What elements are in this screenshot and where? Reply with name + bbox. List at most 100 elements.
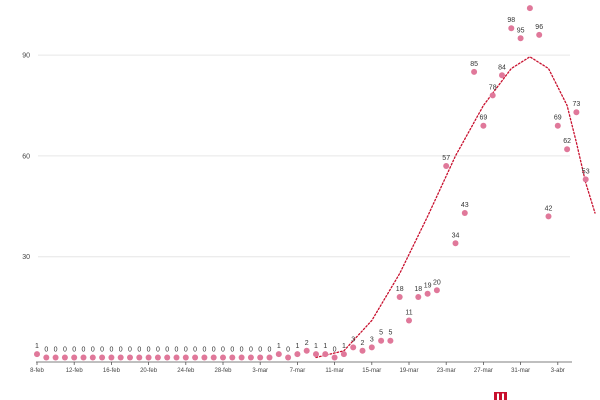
data-label: 0 [240,347,244,354]
data-point [536,31,543,38]
data-label: 0 [268,347,272,354]
data-point [61,354,68,361]
data-point [424,290,431,297]
x-tick-label: 12-feb [66,368,84,374]
data-label: 0 [119,347,123,354]
data-point [182,354,189,361]
data-point [80,354,87,361]
data-point [406,317,412,324]
data-point [71,354,78,361]
data-point [526,5,533,12]
data-label: 42 [545,205,553,212]
data-point [303,347,310,354]
data-label: 69 [554,115,562,122]
data-point [396,294,403,300]
newspaper-logo-icon [494,392,507,400]
data-point [582,176,589,183]
data-label: 1 [323,343,327,350]
data-label: 1 [277,343,281,350]
x-tick-label: 11-mar [325,368,344,374]
data-label: 5 [388,330,392,337]
data-label: 3 [351,336,355,343]
x-tick-label: 28-feb [214,368,232,374]
x-tick-label: 31-mar [511,368,530,374]
data-label: 0 [212,347,216,354]
data-label: 0 [156,347,160,354]
data-point [266,354,273,361]
data-point [247,354,254,361]
data-point [415,294,422,300]
y-tick-label: 90 [22,53,30,60]
data-point [89,354,96,361]
data-point [480,122,487,129]
data-label: 0 [44,347,48,354]
data-labels: 1 0 0 0 0 0 0 0 0 0 0 0 0 0 0 0 0 0 0 0 0 0 0 0 0 0 1 0 1 2 1 1 0 13 2 35 51… [35,17,590,353]
data-label: 0 [258,347,262,354]
data-label: 0 [147,347,151,354]
data-label: 34 [452,232,460,239]
x-tick-label: 3-mar [252,368,268,374]
data-point [285,354,292,361]
data-label: 0 [184,347,188,354]
data-point [378,337,385,344]
data-label: 85 [470,61,478,68]
data-point [238,354,245,361]
data-point [43,354,50,361]
x-tick-label: 27-mar [474,368,493,374]
data-label: 0 [286,347,290,354]
data-label: 0 [202,347,206,354]
data-label: 0 [100,347,104,354]
data-point [34,351,40,358]
data-label: 0 [193,347,197,354]
data-label: 19 [424,283,432,290]
data-point [461,210,468,216]
x-tick-label: 23-mar [437,368,456,374]
y-tick-label: 30 [22,254,30,261]
data-label: 1 [342,343,346,350]
data-point [117,354,124,361]
data-point [294,351,301,358]
data-label: 84 [498,64,506,71]
data-label: 78 [489,84,497,91]
data-label: 0 [109,347,113,354]
data-point [154,354,161,361]
data-point [545,213,552,220]
data-point [145,354,152,361]
data-point [573,109,580,116]
data-point [136,354,143,361]
data-point [564,146,571,153]
data-label: 69 [480,115,488,122]
data-label: 98 [507,17,515,24]
x-tick-label: 8-feb [30,368,44,374]
data-point [350,344,357,351]
data-label: 0 [230,347,234,354]
data-label: 0 [137,347,141,354]
x-axis: 8-feb 12-feb 16-feb 20-feb 24-feb 28-feb 3-mar… [30,361,572,374]
data-point [489,92,496,99]
data-point [201,354,208,361]
data-label: 0 [333,347,337,354]
data-point [517,35,524,42]
grid-lines: 30 60 90 [22,53,570,261]
data-label: 2 [361,340,365,347]
data-label: 53 [582,168,590,175]
x-tick-label: 19-mar [399,368,418,374]
data-point [387,337,394,344]
x-tick-label: 16-feb [103,368,121,374]
data-point [192,354,199,361]
data-point [499,72,505,79]
data-label: 62 [563,138,571,145]
x-tick-label: 20-feb [140,368,158,374]
data-label: 1 [35,343,39,350]
data-label: 20 [433,279,441,286]
data-point [340,351,347,358]
data-point [127,354,133,361]
data-point [313,351,319,358]
data-label: 0 [221,347,225,354]
data-label: 0 [63,347,67,354]
data-point [108,354,115,361]
x-tick-label: 15-mar [362,368,381,374]
data-label: 5 [379,330,383,337]
data-label: 0 [82,347,86,354]
